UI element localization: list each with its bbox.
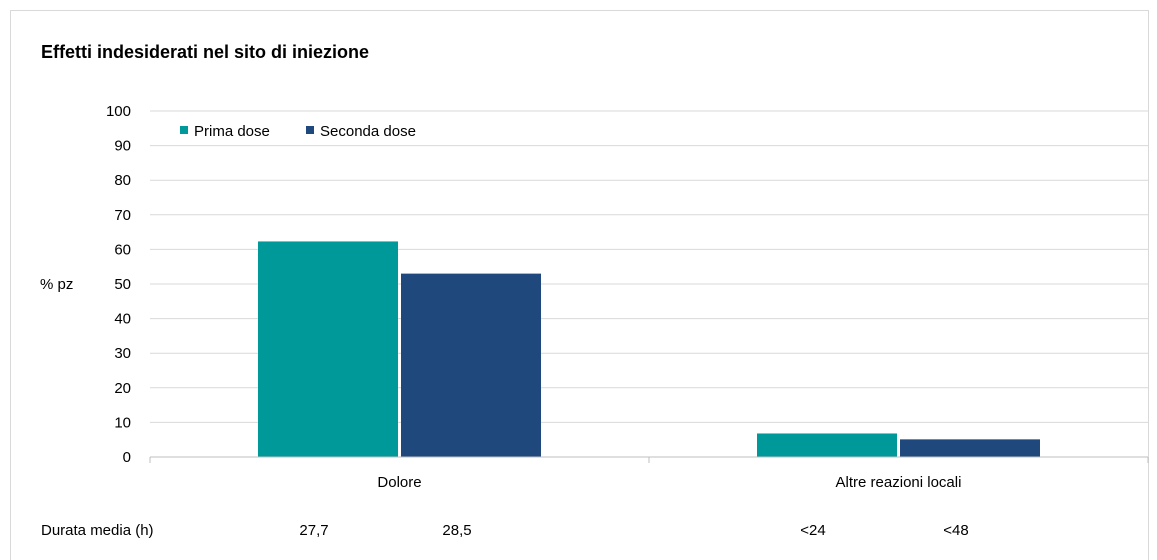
y-tick-label: 100 — [106, 103, 131, 120]
legend-label: Prima dose — [194, 123, 270, 140]
legend-swatch — [306, 126, 314, 134]
bar-prima-dose — [757, 433, 897, 457]
duration-value: 28,5 — [442, 522, 471, 539]
chart-title: Effetti indesiderati nel sito di iniezio… — [41, 42, 370, 62]
duration-value: 27,7 — [299, 522, 328, 539]
y-axis-label: % pz — [40, 276, 73, 293]
y-tick-label: 50 — [114, 276, 131, 293]
y-tick-label: 30 — [114, 345, 131, 362]
y-tick-label: 20 — [114, 380, 131, 397]
y-tick-label: 60 — [114, 241, 131, 258]
y-axis-ticks: 0 10 20 30 40 50 60 70 80 90 100 — [106, 103, 131, 466]
y-tick-label: 90 — [114, 138, 131, 155]
y-tick-label: 10 — [114, 414, 131, 431]
x-category-label: Dolore — [377, 474, 421, 491]
duration-value: <24 — [800, 522, 825, 539]
y-tick-label: 0 — [123, 449, 131, 466]
bars — [258, 241, 1040, 457]
x-category-label: Altre reazioni locali — [836, 474, 962, 491]
x-axis-category-dividers — [149, 457, 1149, 463]
legend-label: Seconda dose — [320, 123, 416, 140]
bar-prima-dose — [258, 241, 398, 457]
duration-row-label: Durata media (h) — [41, 522, 154, 539]
duration-value: <48 — [943, 522, 968, 539]
y-tick-label: 70 — [114, 207, 131, 224]
legend: Prima dose Seconda dose — [180, 123, 416, 140]
y-tick-label: 80 — [114, 172, 131, 189]
duration-row: 27,7 28,5 <24 <48 Durata media (h) — [41, 522, 969, 539]
y-tick-label: 40 — [114, 311, 131, 328]
category-labels: Dolore Altre reazioni locali — [377, 474, 961, 491]
bar-seconda-dose — [401, 273, 541, 457]
chart-frame — [10, 10, 1149, 560]
legend-swatch — [180, 126, 188, 134]
bar-seconda-dose — [900, 439, 1040, 457]
